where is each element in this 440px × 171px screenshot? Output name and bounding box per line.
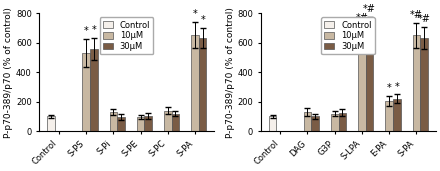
Bar (338, 113, 346, 131)
Bar (393, 99, 401, 131)
Bar (420, 38, 428, 131)
Legend: Control, 10μM, 30μM: Control, 10μM, 30μM (99, 17, 154, 54)
Text: *: * (394, 82, 399, 92)
Bar (117, 117, 125, 131)
Bar (191, 35, 199, 131)
Bar (172, 114, 179, 131)
Bar (110, 112, 117, 131)
Bar (82, 53, 90, 131)
Bar (48, 116, 55, 131)
Legend: Control, 10μM, 30μM: Control, 10μM, 30μM (321, 17, 375, 54)
Text: *: * (84, 26, 88, 36)
Bar (164, 111, 172, 131)
Text: *#: *# (418, 14, 430, 24)
Y-axis label: P-p70-389/p70 (% of control): P-p70-389/p70 (% of control) (4, 7, 13, 138)
Bar (358, 37, 366, 131)
Text: *: * (193, 9, 198, 19)
Text: *#: *# (356, 13, 368, 23)
Text: *: * (92, 25, 96, 35)
Bar (137, 117, 144, 131)
Text: *: * (387, 83, 392, 93)
Bar (199, 38, 206, 131)
Bar (90, 49, 98, 131)
Bar (144, 116, 152, 131)
Bar (269, 116, 276, 131)
Text: *#: *# (410, 10, 423, 20)
Bar (413, 35, 420, 131)
Y-axis label: P-p70-389/p70 (% of control): P-p70-389/p70 (% of control) (226, 7, 235, 138)
Bar (331, 114, 338, 131)
Bar (366, 29, 374, 131)
Text: *: * (200, 15, 205, 25)
Bar (385, 101, 393, 131)
Bar (304, 112, 311, 131)
Bar (311, 116, 319, 131)
Text: *#: *# (363, 4, 376, 14)
